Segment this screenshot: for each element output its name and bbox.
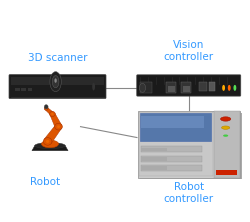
FancyBboxPatch shape <box>9 75 106 99</box>
FancyBboxPatch shape <box>140 113 242 179</box>
Ellipse shape <box>50 72 61 92</box>
FancyBboxPatch shape <box>140 113 211 141</box>
FancyBboxPatch shape <box>137 75 241 96</box>
Polygon shape <box>45 107 54 115</box>
Ellipse shape <box>228 85 231 91</box>
Text: Robot
controller: Robot controller <box>164 182 214 204</box>
FancyBboxPatch shape <box>182 87 190 93</box>
Ellipse shape <box>35 143 65 149</box>
Ellipse shape <box>44 105 48 109</box>
Ellipse shape <box>44 107 48 110</box>
Ellipse shape <box>42 140 58 148</box>
FancyBboxPatch shape <box>139 112 212 176</box>
Text: Robot: Robot <box>30 177 60 187</box>
Ellipse shape <box>57 125 60 128</box>
Ellipse shape <box>222 85 225 91</box>
FancyBboxPatch shape <box>140 146 202 152</box>
Ellipse shape <box>43 138 52 145</box>
Ellipse shape <box>55 123 62 130</box>
Ellipse shape <box>51 113 54 115</box>
FancyBboxPatch shape <box>140 165 202 171</box>
Ellipse shape <box>52 75 59 88</box>
Text: Vision
controller: Vision controller <box>164 40 214 62</box>
Ellipse shape <box>140 83 145 92</box>
FancyBboxPatch shape <box>199 83 207 91</box>
Ellipse shape <box>234 85 236 91</box>
Ellipse shape <box>223 135 228 137</box>
FancyBboxPatch shape <box>141 157 167 161</box>
Ellipse shape <box>46 140 49 143</box>
FancyBboxPatch shape <box>166 83 176 93</box>
FancyBboxPatch shape <box>141 148 167 151</box>
Ellipse shape <box>54 78 57 83</box>
Ellipse shape <box>220 117 231 121</box>
Ellipse shape <box>46 108 47 109</box>
FancyBboxPatch shape <box>216 170 237 175</box>
FancyBboxPatch shape <box>140 83 152 93</box>
FancyBboxPatch shape <box>214 111 240 178</box>
Ellipse shape <box>50 111 55 117</box>
FancyBboxPatch shape <box>140 116 204 128</box>
Polygon shape <box>44 125 62 143</box>
FancyBboxPatch shape <box>11 77 104 85</box>
Text: 3D scanner: 3D scanner <box>28 53 87 63</box>
Polygon shape <box>32 146 68 151</box>
FancyBboxPatch shape <box>168 87 175 93</box>
Ellipse shape <box>222 126 230 129</box>
FancyBboxPatch shape <box>141 166 167 170</box>
FancyBboxPatch shape <box>28 88 32 91</box>
FancyBboxPatch shape <box>180 83 191 93</box>
FancyBboxPatch shape <box>138 111 240 178</box>
Polygon shape <box>50 113 62 128</box>
Ellipse shape <box>92 83 95 90</box>
FancyBboxPatch shape <box>140 156 202 162</box>
FancyBboxPatch shape <box>15 88 20 91</box>
FancyBboxPatch shape <box>209 83 216 91</box>
FancyBboxPatch shape <box>21 88 26 91</box>
